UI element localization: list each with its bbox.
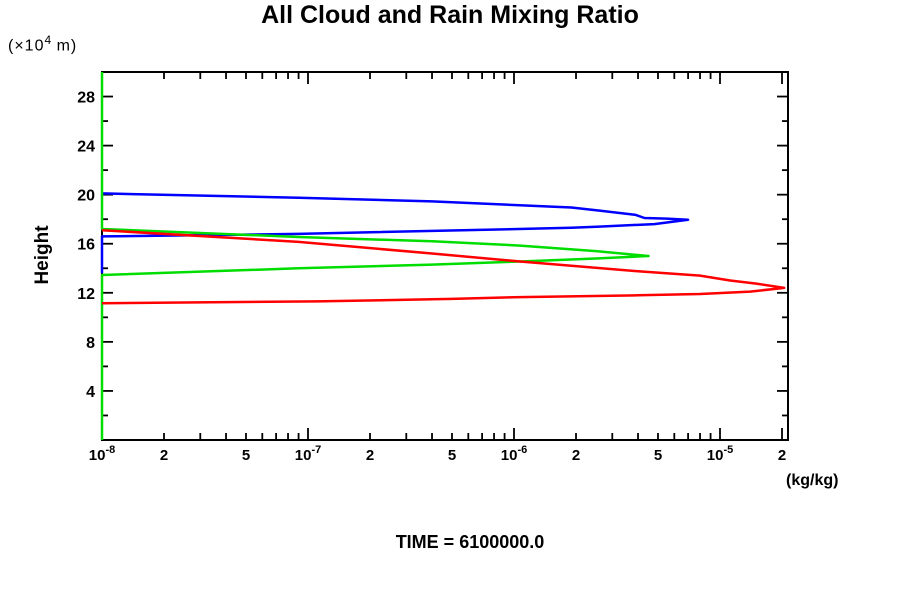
time-caption: TIME = 6100000.0	[395, 532, 545, 552]
x-tick-label: 10-6	[501, 444, 527, 464]
y-units-exponent: 4	[44, 33, 52, 47]
chart-title: All Cloud and Rain Mixing Ratio	[261, 1, 639, 29]
x-tick-label: 10-5	[707, 444, 733, 464]
y-axis-units-label: (×104 m)	[8, 33, 77, 55]
y-tick-label: 24	[77, 139, 95, 156]
x-tick-label: 10-7	[295, 444, 321, 464]
series-line-green-series	[100, 72, 650, 440]
y-tick-label: 12	[77, 286, 95, 303]
x-axis-units-label: (kg/kg)	[786, 472, 839, 489]
y-tick-label: 20	[77, 188, 95, 205]
x-tick-label: 5	[654, 447, 662, 464]
x-tick-label: 2	[366, 447, 374, 464]
x-tick-label: 2	[160, 447, 168, 464]
series-line-red-series	[101, 228, 786, 305]
y-tick-label: 8	[86, 335, 95, 352]
x-tick-label: 2	[572, 447, 580, 464]
y-tick-label: 16	[77, 237, 95, 254]
x-tick-label: 5	[242, 447, 250, 464]
y-tick-label: 4	[86, 384, 95, 401]
x-tick-label: 2	[778, 447, 786, 464]
x-tick-label: 5	[448, 447, 456, 464]
y-tick-label: 28	[77, 90, 95, 107]
y-units-prefix: (×10	[8, 37, 45, 55]
series-line-blue-series	[100, 192, 690, 274]
y-units-suffix: m)	[51, 37, 78, 55]
plot-frame	[101, 71, 789, 441]
x-tick-label: 10-8	[89, 444, 115, 464]
